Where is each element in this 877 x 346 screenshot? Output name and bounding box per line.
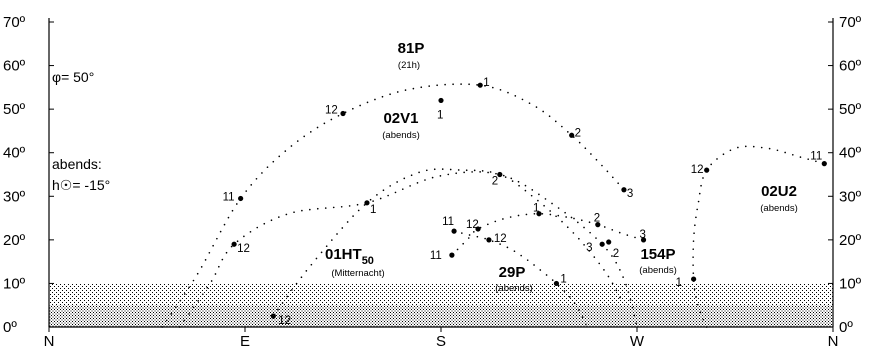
hour-point-154P <box>536 211 542 217</box>
hour-label-154P: 12 <box>466 219 479 231</box>
hour-point-29P <box>451 228 457 234</box>
comet-note-81P: (21h) <box>398 60 420 71</box>
y-tick-label-right: 50º <box>839 101 862 118</box>
comet-name-02U2: 02U2 <box>761 183 797 200</box>
hour-label-02V1: 1 <box>370 204 376 216</box>
comet-note-02U2: (abends) <box>760 203 798 214</box>
hour-point-01HT50 <box>438 97 444 104</box>
hour-label-154P: 11 <box>430 250 442 262</box>
comet-note-29P: (abends) <box>495 283 533 294</box>
hour-point-81P <box>621 187 627 193</box>
y-tick-label-right: 40º <box>839 145 862 162</box>
hour-label-02U2: 11 <box>810 151 822 163</box>
y-tick-label-right: 60º <box>839 58 862 75</box>
horizon-band-dark <box>49 305 833 327</box>
y-tick-label-right: 30º <box>839 188 862 205</box>
hour-label-02V1: 2 <box>492 176 498 188</box>
comet-note-02V1: (abends) <box>382 130 420 141</box>
hour-point-02V1 <box>364 200 370 206</box>
horizon-bands <box>49 283 833 327</box>
hour-label-81P: 3 <box>627 188 633 200</box>
x-tick-label: S <box>436 333 446 346</box>
comet-note-01HT50: (Mitternacht) <box>331 268 384 279</box>
y-tick-label-right: 10º <box>839 275 862 292</box>
hour-point-02U2 <box>704 167 710 173</box>
evening-label: abends: <box>52 156 102 172</box>
y-tick-label-left: 20º <box>3 232 26 249</box>
hour-point-29P <box>486 237 492 243</box>
hour-point-02U2 <box>691 276 697 282</box>
hour-label-02U2: 1 <box>676 277 682 289</box>
y-tick-label-left: 50º <box>3 101 26 118</box>
hour-point-29P <box>553 280 560 287</box>
y-tick-label-right: 20º <box>839 232 862 249</box>
y-tick-label-left: 10º <box>3 275 26 292</box>
comet-name-02V1: 02V1 <box>383 110 418 127</box>
y-tick-label-left: 40º <box>3 145 26 162</box>
latitude-label: φ= 50° <box>52 69 94 85</box>
hour-label-02V1: 3 <box>586 242 592 254</box>
hour-label-02V1: 12 <box>237 243 250 255</box>
hour-point-02V1 <box>231 241 237 247</box>
hour-label-81P: 1 <box>483 77 489 89</box>
sun-altitude-label: h☉= -15° <box>52 177 110 193</box>
track-02U2 <box>692 145 826 328</box>
axes <box>48 18 834 328</box>
hour-point-01HT50 <box>270 313 276 319</box>
hour-point-81P <box>238 195 244 202</box>
y-tick-label-left: 0º <box>3 319 17 336</box>
hour-point-02V1 <box>497 171 503 178</box>
comet-name-154P: 154P <box>640 246 675 263</box>
y-tick-label-left: 70º <box>3 14 26 31</box>
y-tick-label-right: 0º <box>839 319 853 336</box>
comet-name-main: 01HT <box>325 246 362 263</box>
hour-point-81P <box>477 82 483 88</box>
comet-name-29P: 29P <box>499 264 526 281</box>
hour-label-154P: 3 <box>640 229 646 241</box>
x-tick-label: N <box>44 333 55 346</box>
track-02V1 <box>178 171 638 328</box>
hour-label-154P: 1 <box>533 203 539 215</box>
track-dots <box>161 83 826 328</box>
hour-label-29P: 1 <box>560 273 566 285</box>
hour-point-81P <box>340 110 346 117</box>
x-tick-label: W <box>630 333 645 346</box>
hour-label-81P: 12 <box>325 105 338 117</box>
y-ticks: 0º 0º 10º 10º 20º 20º 30º 30º 40º 40º 50º 50º 60º 60º… <box>3 14 862 336</box>
track-01HT50 <box>272 168 623 317</box>
hour-label-01HT50: 1 <box>437 109 443 121</box>
hour-point-154P <box>640 237 647 243</box>
comet-note-154P: (abends) <box>639 265 677 276</box>
hour-label-02U2: 12 <box>691 164 704 176</box>
hour-label-81P: 2 <box>575 127 581 139</box>
hour-point-02V1 <box>599 241 605 247</box>
x-tick-label: E <box>240 333 250 346</box>
hour-point-29P <box>606 239 612 245</box>
x-tick-label: N <box>828 333 839 346</box>
hour-label-29P: 12 <box>494 233 507 245</box>
hour-point-154P <box>449 252 455 258</box>
hour-label-81P: 11 <box>223 191 235 203</box>
hour-point-81P <box>569 132 575 138</box>
hour-point-02U2 <box>821 161 827 167</box>
y-tick-label-right: 70º <box>839 14 862 31</box>
hour-label-01HT50: 12 <box>278 315 291 327</box>
y-tick-label-left: 60º <box>3 58 26 75</box>
hour-label-154P: 2 <box>594 213 600 225</box>
hour-point-154P <box>595 222 601 228</box>
hour-label-29P: 2 <box>613 248 619 260</box>
hour-point-154P <box>475 226 481 232</box>
hour-label-29P: 11 <box>442 216 454 228</box>
comet-name-01HT50: 01HT50 <box>325 246 374 267</box>
horizon-band-light <box>49 283 833 306</box>
comet-name-81P: 81P <box>398 40 425 57</box>
y-tick-label-left: 30º <box>3 188 26 205</box>
comet-name-subscript: 50 <box>362 255 374 267</box>
